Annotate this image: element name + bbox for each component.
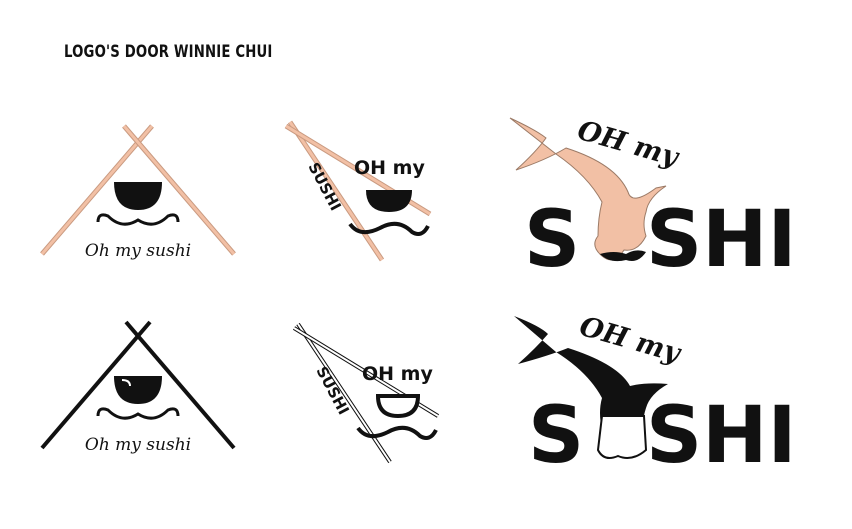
- bowl-icon: [366, 190, 412, 212]
- logo-tilted-color: SUSHI OH my: [282, 114, 442, 264]
- chopsticks-icon: [40, 124, 236, 256]
- bowl-highlight-icon: [121, 379, 131, 387]
- logo-whale-black: OH my S SHI: [506, 311, 796, 481]
- logo-whale-color-graphic: OH my S SHI: [509, 115, 796, 285]
- whale-icon: [514, 316, 668, 459]
- logo-text: Oh my sushi: [85, 241, 191, 261]
- logo-top-text: OH my: [354, 157, 425, 179]
- wave-mouth-icon: [348, 221, 430, 236]
- logo-triangle-black: Oh my sushi: [38, 316, 238, 466]
- logo-tilted-outline-graphic: SUSHI OH my: [292, 322, 440, 464]
- wave-mouth-icon: [96, 213, 180, 226]
- logo-whale-color: OH my S SHI: [506, 114, 796, 285]
- logo-big-text-right: SHI: [646, 391, 796, 481]
- logo-big-text-left: S: [528, 391, 584, 481]
- page-heading: LOGO'S DOOR WINNIE CHUI: [64, 42, 273, 62]
- bowl-icon: [114, 182, 162, 210]
- bowl-icon: [114, 376, 162, 404]
- logo-side-text: SUSHI: [304, 159, 344, 213]
- logo-top-text: OH my: [362, 363, 433, 385]
- chopsticks-icon: [40, 320, 236, 450]
- logo-big-text-left: S: [524, 195, 580, 285]
- logo-side-text: SUSHI: [312, 363, 352, 417]
- logo-triangle-black-graphic: Oh my sushi: [40, 320, 236, 455]
- wave-mouth-icon: [356, 425, 438, 440]
- logo-text: Oh my sushi: [85, 435, 191, 455]
- chopsticks-icon: [292, 322, 440, 464]
- logo-tilted-outline: SUSHI OH my: [290, 318, 450, 468]
- bowl-icon: [375, 394, 421, 419]
- logo-tilted-color-graphic: SUSHI OH my: [284, 120, 432, 262]
- whale-icon: [509, 117, 667, 262]
- logo-triangle-color-graphic: Oh my sushi: [40, 124, 236, 261]
- wave-mouth-icon: [96, 407, 180, 420]
- logo-triangle-color: Oh my sushi: [38, 120, 238, 270]
- logo-big-text-right: SHI: [646, 195, 796, 285]
- logo-whale-black-graphic: OH my S SHI: [514, 311, 796, 481]
